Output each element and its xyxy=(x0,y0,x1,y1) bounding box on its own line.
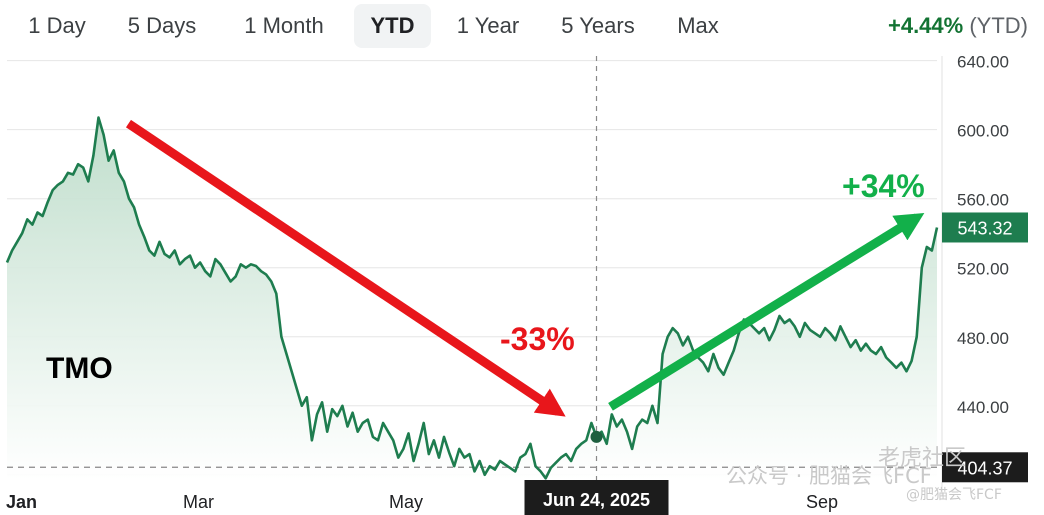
x-tick-label: Sep xyxy=(806,492,838,512)
x-tick-label: Jan xyxy=(6,492,37,512)
ytd-change-value: +4.44% xyxy=(888,13,963,38)
y-tick-label: 600.00 xyxy=(957,122,1009,141)
y-tick-label: 480.00 xyxy=(957,329,1009,348)
y-tick-label: 440.00 xyxy=(957,398,1009,417)
rise-annotation: +34% xyxy=(842,168,925,204)
tab-1-day[interactable]: 1 Day xyxy=(18,4,96,48)
y-tick-label: 640.00 xyxy=(957,53,1009,72)
x-tick-label: Mar xyxy=(183,492,214,512)
x-tick-label: May xyxy=(389,492,423,512)
x-axis: Jan Mar May Sep xyxy=(6,492,838,512)
tab-1-year[interactable]: 1 Year xyxy=(446,4,530,48)
hover-point xyxy=(591,431,603,443)
ytd-change: +4.44% (YTD) xyxy=(888,4,1028,48)
y-tick-label: 560.00 xyxy=(957,191,1009,210)
tab-1-month[interactable]: 1 Month xyxy=(228,4,340,48)
hover-date-tag: Jun 24, 2025 xyxy=(525,480,669,515)
price-tag-label: 543.32 xyxy=(957,218,1012,238)
wechat-watermark: 公众号 · 肥猫会飞FCF xyxy=(726,460,932,490)
time-range-tabs: 1 Day 5 Days 1 Month YTD 1 Year 5 Years … xyxy=(0,0,1044,52)
drop-annotation: -33% xyxy=(500,321,575,357)
tab-ytd[interactable]: YTD xyxy=(354,4,431,48)
y-tick-label: 520.00 xyxy=(957,260,1009,279)
ticker-label: TMO xyxy=(46,352,113,385)
handle-watermark: @肥猫会飞FCF xyxy=(906,484,1002,504)
tab-max[interactable]: Max xyxy=(666,4,730,48)
y-axis: 640.00600.00560.00520.00480.00440.00400.… xyxy=(957,53,1009,486)
tab-5-days[interactable]: 5 Days xyxy=(116,4,208,48)
current-price-tag: 543.32 xyxy=(942,212,1028,242)
tab-5-years[interactable]: 5 Years xyxy=(550,4,646,48)
date-tag-label: Jun 24, 2025 xyxy=(543,490,650,510)
ytd-change-period: (YTD) xyxy=(969,13,1028,38)
price-area-fill xyxy=(7,118,937,480)
